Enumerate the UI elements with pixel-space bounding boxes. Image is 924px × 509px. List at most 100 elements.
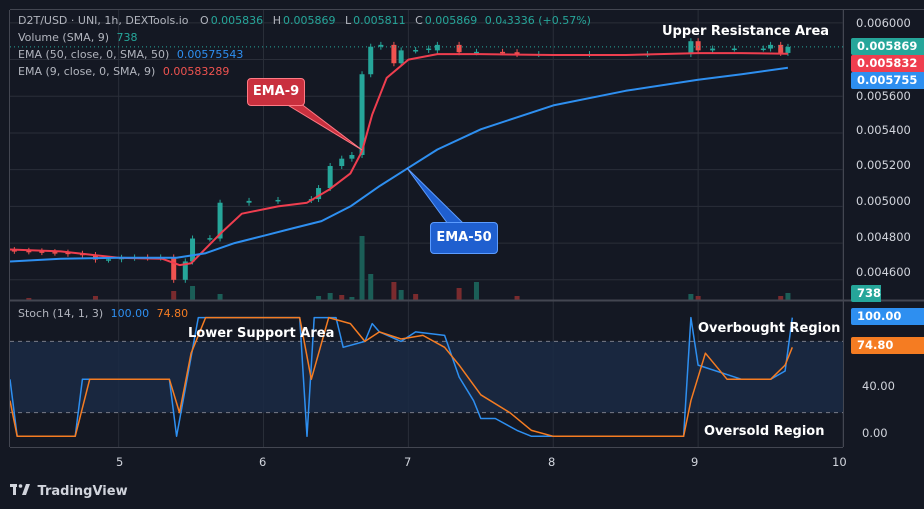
ema9-callout: EMA-9 <box>247 78 305 106</box>
high-value: 0.005869 <box>282 14 336 27</box>
open-value: 0.005836 <box>210 14 264 27</box>
ema50-price-tag: 0.005755 <box>851 72 924 89</box>
open-key: O <box>200 14 209 27</box>
price-tick: 0.005400 <box>856 123 911 137</box>
ema50-callout: EMA-50 <box>430 222 498 254</box>
volume-bar <box>92 296 98 300</box>
last-price-tag: 0.005869 <box>851 38 924 55</box>
candle <box>339 158 345 167</box>
volume-bar <box>339 295 345 300</box>
volume-bar <box>190 286 196 300</box>
candle <box>275 199 281 202</box>
candle <box>207 238 213 240</box>
price-tick: 0.005000 <box>856 194 911 208</box>
candle <box>26 250 32 253</box>
close-value: 0.005869 <box>424 14 478 27</box>
overbought-label: Overbought Region <box>698 321 841 336</box>
stoch-d-tag: 74.80 <box>851 337 924 354</box>
volume-label: Volume (SMA, 9) <box>18 31 109 44</box>
stoch-k-line <box>9 316 794 438</box>
volume-bar <box>171 291 177 300</box>
volume-bar <box>391 282 397 300</box>
volume-bar <box>473 282 479 300</box>
stoch-tick: 40.00 <box>862 379 895 393</box>
candle <box>52 252 58 254</box>
high-key: H <box>272 14 281 27</box>
volume-bar <box>359 236 365 300</box>
ema9-value: 0.00583289 <box>162 65 230 78</box>
stoch-tick: 0.00 <box>862 426 888 440</box>
candle <box>785 46 791 53</box>
candle <box>190 238 196 262</box>
candle <box>246 200 252 203</box>
footer-brand-text: TradingView <box>37 484 128 499</box>
tradingview-logo-icon <box>10 484 30 495</box>
stoch-d-line <box>9 316 793 438</box>
volume-bar <box>368 274 374 300</box>
stoch-d-value: 74.80 <box>156 307 189 320</box>
volume-bar <box>316 296 322 300</box>
candle <box>398 50 404 64</box>
candle <box>514 52 520 55</box>
candle <box>413 50 419 52</box>
time-tick: 9 <box>691 455 699 469</box>
price-tick: 0.005600 <box>856 89 911 103</box>
tradingview-brand[interactable]: TradingView <box>10 484 128 499</box>
candle <box>349 155 355 159</box>
legend-ema50[interactable]: EMA (50, close, 0, SMA, 50) 0.00575543 <box>18 48 243 62</box>
candle <box>695 41 701 51</box>
volume-bar <box>26 298 32 300</box>
ema50-label: EMA (50, close, 0, SMA, 50) <box>18 48 170 61</box>
price-tick: 0.005200 <box>856 158 911 172</box>
volume-tag: 738 <box>851 285 881 302</box>
volume-bar <box>217 294 223 300</box>
ema9-label: EMA (9, close, 0, SMA, 9) <box>18 65 156 78</box>
low-value: 0.005811 <box>353 14 406 27</box>
candle <box>316 188 322 200</box>
candle <box>391 44 397 64</box>
close-key: C <box>415 14 423 27</box>
time-tick: 10 <box>832 455 847 469</box>
stoch-k-tag: 100.00 <box>851 308 924 325</box>
volume-bar <box>778 296 784 300</box>
candle <box>217 202 223 239</box>
legend-stoch[interactable]: Stoch (14, 1, 3) 100.00 74.80 <box>18 307 188 321</box>
legend-ohlc: D2T/USD · UNI, 1h, DEXTools.io O 0.005836… <box>18 14 591 28</box>
stoch-band-fill <box>10 341 843 413</box>
stoch-label: Stoch (14, 1, 3) <box>18 307 104 320</box>
volume-bar <box>413 294 419 300</box>
legend-volume[interactable]: Volume (SMA, 9) 738 <box>18 31 137 45</box>
candle <box>65 252 71 255</box>
price-tick: 0.004800 <box>856 230 911 244</box>
candle <box>171 257 177 280</box>
ema9-line <box>9 52 788 267</box>
ema9-callout-pointer <box>284 99 363 151</box>
candle <box>500 51 506 54</box>
candle <box>182 261 188 280</box>
time-tick: 5 <box>116 455 124 469</box>
volume-bar <box>688 294 694 300</box>
oversold-label: Oversold Region <box>704 424 825 439</box>
lower-support-label: Lower Support Area <box>188 326 335 341</box>
volume-value: 738 <box>116 31 138 44</box>
candle <box>426 48 432 51</box>
legend-ema9[interactable]: EMA (9, close, 0, SMA, 9) 0.00583289 <box>18 65 229 79</box>
volume-bar <box>349 297 355 300</box>
candle <box>378 44 384 47</box>
volume-bar <box>514 296 520 300</box>
volume-bar <box>398 290 404 300</box>
time-tick: 7 <box>404 455 412 469</box>
candle <box>434 44 440 51</box>
candle <box>327 166 333 189</box>
ema50-value: 0.00575543 <box>176 48 244 61</box>
low-key: L <box>344 14 352 27</box>
price-tick: 0.006000 <box>856 16 911 30</box>
candle <box>710 48 716 51</box>
volume-bar <box>695 296 701 300</box>
volume-bar <box>785 293 791 300</box>
candle <box>39 251 45 253</box>
candle <box>359 74 365 155</box>
change-value: 0.0₄3336 (+0.57%) <box>484 14 591 27</box>
volume-bar <box>327 293 333 300</box>
